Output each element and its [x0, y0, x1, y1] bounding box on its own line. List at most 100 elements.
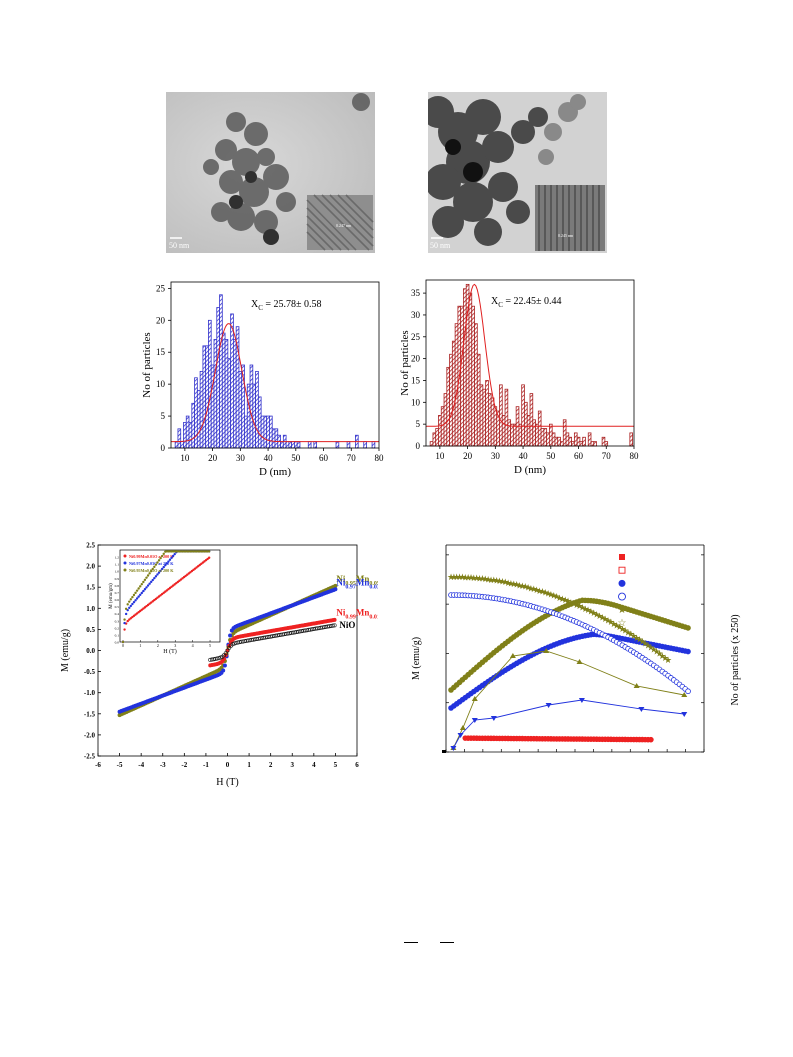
temp-data-point [648, 736, 654, 743]
tem-image-right: 50 nm 0.245 nm [428, 92, 607, 253]
inset-data-point [126, 619, 129, 623]
y-tick-label: 5 [416, 419, 421, 429]
histogram-bar [227, 358, 232, 449]
histogram-bar [216, 307, 220, 449]
temp-data-point: ★ [470, 573, 478, 583]
inset-data-point [146, 574, 150, 577]
inset-y-tick-label: 0.5 [115, 605, 120, 609]
histogram-bar [479, 384, 484, 447]
inset-y-tick-label: 0.1 [115, 633, 120, 637]
x-tick-label: 40 [519, 451, 529, 461]
inset-y-tick-label: 0.4 [115, 612, 120, 616]
inset-spacing-label-left: 0.247 nm [336, 223, 352, 228]
series-label: Ni0.97Mn0.03O [336, 577, 378, 590]
histogram-bar [579, 441, 584, 447]
tem-micrograph-left: 50 nm 0.247 nm [166, 92, 375, 253]
legend-marker: ★ [618, 605, 627, 616]
inset-data-point [162, 552, 165, 556]
inset-data-point [154, 563, 158, 566]
temp-data-point: ★ [564, 596, 572, 606]
temp-data-point: ★ [653, 647, 661, 657]
temp-data-point: ★ [587, 607, 595, 617]
histogram-bar [288, 441, 293, 449]
x-axis-label: H (T) [216, 777, 239, 788]
x-axis-label: D (nm) [514, 464, 546, 476]
particle-count-a-line [452, 650, 685, 749]
legend-marker [618, 566, 626, 574]
histogram-bar [593, 441, 597, 447]
temp-data-point: ★ [553, 592, 561, 602]
inset-y-label: M (emu/gm) [109, 583, 114, 609]
y-tick-label: 0 [416, 441, 421, 451]
histogram-bar [485, 380, 489, 447]
histogram-bar [554, 436, 559, 447]
histogram-bar [587, 432, 592, 447]
histogram-bar [335, 441, 340, 449]
y-tick-label: 0.5 [86, 626, 95, 634]
inset-x-tick-label: 5 [209, 643, 211, 648]
inset-data-point [142, 580, 145, 584]
inset-y-tick-label: 1.2 [115, 556, 120, 560]
particle-count-b-marker [638, 707, 645, 712]
histogram-bar [183, 422, 187, 449]
inset-data-point [156, 561, 159, 564]
temp-data-point: ★ [561, 595, 569, 605]
inset-data-point [139, 585, 142, 588]
histogram-bar [257, 396, 262, 449]
inset-x-tick-label: 3 [174, 643, 176, 648]
histogram-bar [274, 428, 279, 449]
y-tick-label: 10 [411, 397, 421, 407]
histogram-bar [291, 441, 295, 449]
inset-legend-label: Ni0.95Mn0.05O at 200 K [129, 568, 174, 573]
histogram-bar [260, 415, 265, 449]
inset-data-point [207, 556, 211, 559]
histogram-bar [460, 305, 464, 447]
particle-count-b-marker [471, 718, 478, 723]
origin-marker [442, 750, 446, 753]
histogram-left: 10 20 30 40 50 60 70 80 0 5 10 15 20 25 D (nm) No of pa… [141, 281, 384, 478]
inset-data-point [145, 586, 148, 589]
histogram-bar [546, 432, 550, 447]
inset-data-point [153, 576, 156, 580]
inset-plot: 0 1 2 3 4 5 0.0 0.1 0.2 0.3 0.4 0.5 0.6 0.7 0.8 0.9 1.0 1… [109, 549, 221, 655]
temp-data-point: ★ [558, 594, 566, 604]
temp-data-point: ★ [481, 574, 489, 584]
histogram-bar [590, 441, 595, 447]
temp-data-point: ★ [593, 609, 601, 619]
histogram-bar [224, 339, 229, 449]
histogram-bar [435, 428, 439, 447]
temp-data-point: ★ [513, 580, 521, 590]
inset-data-point [164, 564, 167, 567]
inset-x-tick-label: 2 [157, 643, 159, 648]
inset-legend-marker [123, 561, 127, 565]
temp-data-point: ★ [578, 602, 586, 612]
temp-data-point: ★ [650, 645, 658, 655]
histogram-bar [532, 419, 536, 447]
histogram-bar [573, 432, 578, 447]
x-tick-label: -4 [138, 761, 144, 769]
temp-data-point: ★ [490, 575, 498, 585]
particle-count-a-marker [471, 696, 478, 701]
histogram-bar [280, 441, 284, 449]
temperature-chart: M (emu/g) No of particles (x 250)★★★★★★★★… [411, 544, 741, 753]
temp-data-point: ★ [487, 575, 495, 585]
inset-data-point [134, 591, 137, 595]
temp-data-point: ★ [570, 599, 578, 609]
histogram-bar [501, 415, 506, 447]
histogram-bar [249, 364, 254, 449]
temp-data-point: ★ [535, 586, 543, 596]
inset-legend-marker [123, 554, 127, 558]
temp-data-point: ★ [581, 604, 589, 614]
histogram-bar [446, 366, 450, 447]
histogram-bar [629, 432, 634, 447]
y-tick-label: 1.5 [86, 584, 95, 592]
y-tick-label: 25 [411, 332, 421, 342]
histogram-bar [463, 288, 467, 447]
scale-bar-label-right: 50 nm [430, 241, 451, 250]
histogram-bar [576, 436, 581, 447]
temp-data-point: ★ [516, 580, 524, 590]
histogram-bar [521, 384, 525, 447]
inset-data-point [137, 595, 140, 598]
inset-data-point [129, 598, 133, 601]
temp-data-point: ★ [641, 639, 649, 649]
